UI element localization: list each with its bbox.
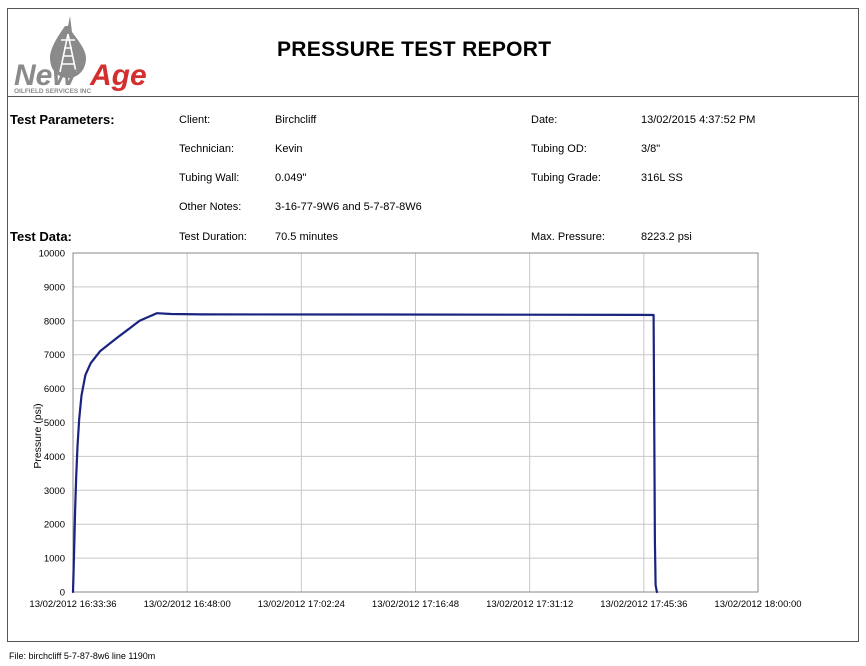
x-tick-label: 13/02/2012 17:31:12 (486, 599, 573, 610)
x-tick-label: 13/02/2012 17:16:48 (372, 599, 459, 610)
pressure-series-line (71, 312, 659, 594)
test-duration-value: 70.5 minutes (275, 231, 338, 243)
client-label: Client: (179, 114, 211, 126)
y-tick-label: 1000 (44, 554, 65, 565)
other-notes-label: Other Notes: (179, 201, 242, 213)
y-tick-label: 6000 (44, 384, 65, 395)
y-tick-label: 8000 (44, 316, 65, 327)
section-test-data: Test Data: (10, 229, 72, 244)
y-axis-title: Pressure (psi) (32, 403, 44, 468)
test-duration-label: Test Duration: (179, 231, 247, 243)
report-title: PRESSURE TEST REPORT (277, 38, 552, 61)
x-tick-label: 13/02/2012 18:00:00 (714, 599, 801, 610)
svg-text:Age: Age (89, 59, 147, 92)
y-tick-label: 10000 (39, 249, 65, 260)
section-test-parameters: Test Parameters: (10, 112, 115, 127)
y-tick-label: 5000 (44, 418, 65, 429)
svg-text:New: New (14, 59, 77, 92)
company-logo: New Age OILFIELD SERVICES INC (14, 16, 147, 95)
other-notes-value: 3-16-77-9W6 and 5-7-87-8W6 (275, 201, 422, 213)
footer-file-name: File: birchcliff 5-7-87-8w6 line 1190m (9, 651, 156, 661)
tubing-wall-value: 0.049" (275, 172, 307, 184)
technician-label: Technician: (179, 143, 235, 155)
logo-tagline: OILFIELD SERVICES INC (14, 88, 91, 95)
max-pressure-label: Max. Pressure: (531, 231, 605, 243)
y-tick-label: 9000 (44, 282, 65, 293)
y-tick-label: 0 (60, 588, 65, 599)
technician-value: Kevin (275, 143, 303, 155)
tubing-grade-label: Tubing Grade: (531, 172, 601, 184)
y-tick-label: 3000 (44, 486, 65, 497)
client-value: Birchcliff (275, 114, 317, 126)
x-tick-label: 13/02/2012 16:48:00 (144, 599, 231, 610)
x-tick-label: 13/02/2012 17:45:36 (600, 599, 687, 610)
report-frame (7, 8, 859, 642)
max-pressure-value: 8223.2 psi (641, 231, 692, 243)
tubing-od-value: 3/8" (641, 143, 661, 155)
y-tick-label: 7000 (44, 350, 65, 361)
y-tick-label: 2000 (44, 520, 65, 531)
plot-area (72, 252, 759, 593)
tubing-grade-value: 316L SS (641, 172, 683, 184)
header-divider (7, 96, 859, 97)
tubing-wall-label: Tubing Wall: (179, 172, 240, 184)
date-label: Date: (531, 114, 558, 126)
x-tick-label: 13/02/2012 17:02:24 (258, 599, 345, 610)
tubing-od-label: Tubing OD: (531, 143, 587, 155)
date-value: 13/02/2015 4:37:52 PM (641, 114, 756, 126)
y-tick-label: 4000 (44, 452, 65, 463)
x-tick-label: 13/02/2012 16:33:36 (29, 599, 116, 610)
